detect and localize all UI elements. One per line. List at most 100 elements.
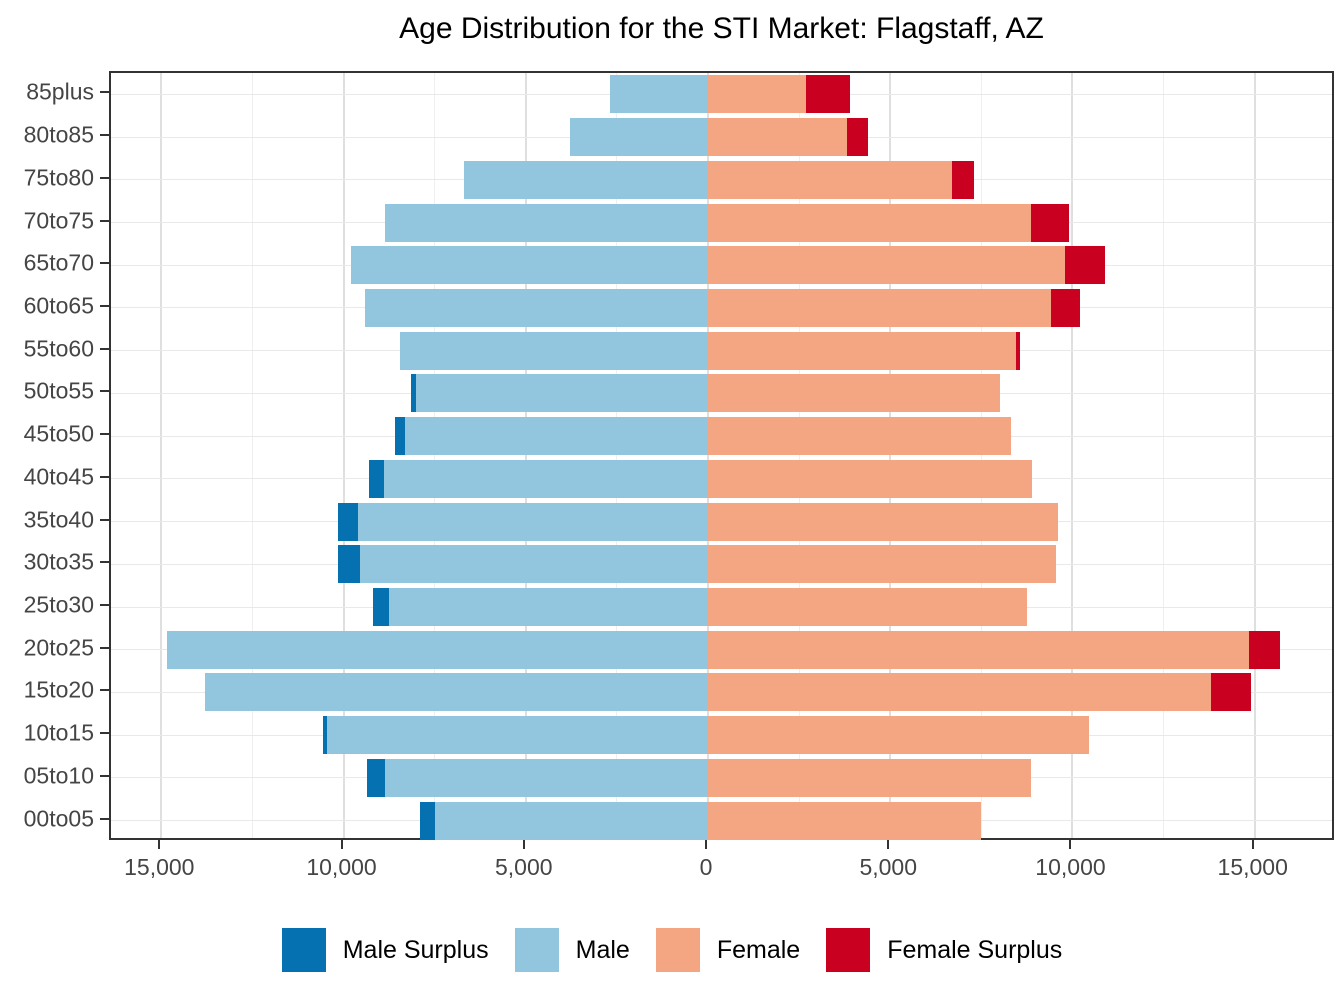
x-axis-tick-label: 10,000 [1035, 854, 1106, 880]
bar-male-surplus-05to10 [367, 758, 386, 797]
bar-male-45to50 [405, 417, 708, 456]
y-axis-tick [100, 774, 109, 777]
x-axis-tick-label: 15,000 [1217, 854, 1288, 880]
bar-male-40to45 [383, 459, 708, 498]
y-axis-label-40to45: 40to45 [23, 463, 94, 490]
x-axis-tick [158, 840, 161, 849]
bar-male-55to60 [400, 331, 708, 370]
legend-item-female_surplus: Female Surplus [826, 928, 1062, 972]
bar-male-20to25 [166, 630, 708, 669]
x-axis-tick-label: 10,000 [306, 854, 377, 880]
x-axis-tick [887, 840, 890, 849]
y-axis-label-55to60: 55to60 [23, 335, 94, 362]
y-axis-tick [100, 604, 109, 607]
y-axis-tick [100, 518, 109, 521]
bar-female-40to45 [708, 459, 1033, 498]
y-axis-label-35to40: 35to40 [23, 506, 94, 533]
y-axis-label-75to80: 75to80 [23, 164, 94, 191]
y-axis-tick [100, 262, 109, 265]
gridline-major-vertical [524, 73, 527, 838]
bar-female-50to55 [708, 374, 1000, 413]
bar-male-surplus-45to50 [394, 417, 406, 456]
y-axis-label-80to85: 80to85 [23, 121, 94, 148]
y-axis-tick [100, 433, 109, 436]
y-axis-tick [100, 219, 109, 222]
x-axis-tick-label: 15,000 [124, 854, 195, 880]
y-axis-label-20to25: 20to25 [23, 634, 94, 661]
y-axis-tick [100, 134, 109, 137]
y-axis-tick [100, 732, 109, 735]
chart-title: Age Distribution for the STI Market: Fla… [399, 12, 1044, 45]
bar-male-surplus-10to15 [323, 716, 328, 755]
gridline-minor-vertical [434, 73, 436, 838]
bar-female-surplus-70to75 [1030, 203, 1069, 242]
bar-male-70to75 [385, 203, 708, 242]
gridline-major-vertical [707, 73, 709, 838]
bar-female-surplus-85plus [806, 75, 851, 114]
bar-male-80to85 [569, 118, 708, 157]
y-axis-label-05to10: 05to10 [23, 762, 94, 789]
legend-key-male_surplus [281, 928, 326, 972]
y-axis-tick [100, 646, 109, 649]
gridline-major-vertical [889, 73, 892, 838]
bar-male-50to55 [416, 374, 708, 413]
bar-female-surplus-15to20 [1210, 673, 1252, 712]
y-axis-label-60to65: 60to65 [23, 292, 94, 319]
bar-female-80to85 [708, 118, 847, 157]
bar-female-30to35 [708, 545, 1057, 584]
y-axis-tick [100, 347, 109, 350]
bar-female-15to20 [708, 673, 1211, 712]
y-axis-tick [100, 390, 109, 393]
bar-female-35to40 [708, 502, 1058, 541]
x-axis-tick [1251, 840, 1254, 849]
bar-female-25to30 [708, 588, 1027, 627]
bar-male-surplus-30to35 [338, 545, 360, 584]
gridline-major-vertical [1253, 73, 1256, 838]
plot-panel [109, 71, 1334, 840]
bar-male-00to05 [434, 801, 708, 840]
y-axis-tick [100, 817, 109, 820]
x-axis-tick [705, 840, 707, 849]
gridline-minor-vertical [1163, 73, 1165, 838]
legend-label-male_surplus: Male Surplus [342, 935, 489, 964]
y-axis-label-30to35: 30to35 [23, 548, 94, 575]
bar-female-surplus-20to25 [1249, 630, 1281, 669]
x-axis-tick-label: 0 [699, 854, 713, 880]
bar-male-surplus-35to40 [338, 502, 359, 541]
bar-female-70to75 [708, 203, 1031, 242]
legend-label-female_surplus: Female Surplus [887, 935, 1063, 964]
legend: Male Surplus Male Female Female Surplus [0, 928, 1344, 972]
gridline-minor-vertical [980, 73, 982, 838]
bar-male-30to35 [359, 545, 708, 584]
bar-female-00to05 [708, 801, 982, 840]
legend-item-male: Male [514, 928, 630, 972]
y-axis-label-10to15: 10to15 [23, 719, 94, 746]
bar-male-60to65 [365, 288, 708, 327]
y-axis-tick [100, 689, 109, 692]
gridline-minor-vertical [251, 73, 253, 838]
bar-male-surplus-00to05 [420, 801, 435, 840]
legend-item-female: Female [655, 928, 800, 972]
bar-male-65to70 [350, 246, 708, 285]
y-axis-tick [100, 304, 109, 307]
x-axis-tick-label: 5,000 [859, 854, 918, 880]
gridline-minor-vertical [616, 73, 618, 838]
bar-female-surplus-75to80 [952, 160, 975, 199]
gridline-major-vertical [1071, 73, 1074, 838]
legend-key-female [655, 928, 700, 972]
bar-male-10to15 [327, 716, 708, 755]
bar-female-20to25 [708, 630, 1250, 669]
bar-male-15to20 [205, 673, 708, 712]
bar-female-85plus [708, 75, 807, 114]
bar-female-surplus-80to85 [846, 118, 869, 157]
x-axis-tick-label: 5,000 [494, 854, 553, 880]
y-axis-tick [100, 176, 109, 179]
bar-female-75to80 [708, 160, 953, 199]
gridline-major-vertical [342, 73, 345, 838]
x-axis-tick [1069, 840, 1072, 849]
legend-item-male_surplus: Male Surplus [281, 928, 489, 972]
bar-male-05to10 [385, 758, 708, 797]
bar-female-65to70 [708, 246, 1066, 285]
gridline-minor-vertical [798, 73, 800, 838]
bar-female-45to50 [708, 417, 1011, 456]
